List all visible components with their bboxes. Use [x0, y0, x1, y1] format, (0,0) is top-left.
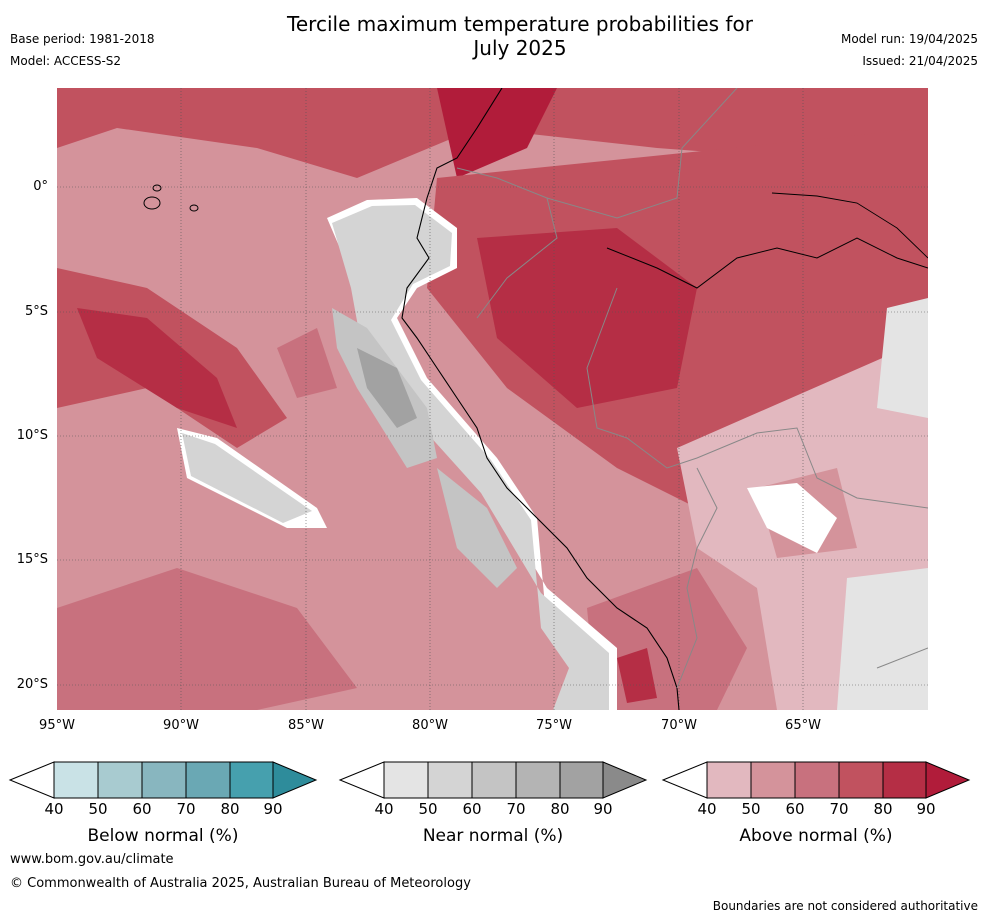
tick-above-40: 40 — [697, 800, 717, 818]
map-title: Tercile maximum temperature probabilitie… — [240, 12, 800, 60]
lat-label-10s: 10°S — [16, 428, 48, 443]
model-run: Model run: 19/04/2025 — [840, 32, 978, 46]
meta-left: Base period: 1981-2018 Model: ACCESS-S2 — [10, 28, 155, 72]
issued-date: Issued: 21/04/2025 — [862, 54, 978, 68]
tick-above-70: 70 — [829, 800, 849, 818]
colorbar-near — [338, 761, 648, 799]
tick-below-40: 40 — [44, 800, 64, 818]
tick-near-90: 90 — [593, 800, 613, 818]
tick-below-50: 50 — [88, 800, 108, 818]
tick-below-70: 70 — [176, 800, 196, 818]
model-name: Model: ACCESS-S2 — [10, 54, 122, 68]
lat-label-0: 0° — [33, 179, 48, 194]
meta-right: Model run: 19/04/2025 Issued: 21/04/2025 — [841, 28, 978, 72]
tick-above-60: 60 — [785, 800, 805, 818]
probability-map — [57, 88, 928, 710]
lat-label-20s: 20°S — [16, 677, 48, 692]
colorbar-above-title: Above normal (%) — [739, 826, 893, 846]
colorbar-below-title: Below normal (%) — [87, 826, 239, 846]
tick-near-80: 80 — [550, 800, 570, 818]
colorbars — [8, 761, 971, 799]
lon-label-80w: 80°W — [412, 718, 448, 733]
tick-near-60: 60 — [462, 800, 482, 818]
tick-above-50: 50 — [741, 800, 761, 818]
lon-label-95w: 95°W — [39, 718, 75, 733]
tick-below-90: 90 — [263, 800, 283, 818]
tick-near-70: 70 — [506, 800, 526, 818]
website-link[interactable]: www.bom.gov.au/climate — [10, 852, 174, 867]
tick-above-80: 80 — [873, 800, 893, 818]
base-period: Base period: 1981-2018 — [10, 32, 155, 46]
map-canvas — [57, 88, 928, 710]
tick-near-50: 50 — [418, 800, 438, 818]
tick-below-80: 80 — [220, 800, 240, 818]
lon-label-65w: 65°W — [785, 718, 821, 733]
title-line-1: Tercile maximum temperature probabilitie… — [287, 12, 753, 36]
disclaimer-text: Boundaries are not considered authoritat… — [712, 899, 978, 913]
tick-above-90: 90 — [916, 800, 936, 818]
colorbar-above — [661, 761, 971, 799]
lon-label-85w: 85°W — [288, 718, 324, 733]
lon-label-90w: 90°W — [163, 718, 199, 733]
lon-label-75w: 75°W — [536, 718, 572, 733]
title-line-2: July 2025 — [473, 36, 567, 60]
tick-below-60: 60 — [132, 800, 152, 818]
colorbar-below — [8, 761, 318, 799]
tick-near-40: 40 — [374, 800, 394, 818]
colorbar-near-title: Near normal (%) — [422, 826, 564, 846]
lat-label-5s: 5°S — [24, 304, 48, 319]
copyright-text: © Commonwealth of Australia 2025, Austra… — [10, 876, 471, 891]
lat-label-15s: 15°S — [16, 552, 48, 567]
lon-label-70w: 70°W — [661, 718, 697, 733]
